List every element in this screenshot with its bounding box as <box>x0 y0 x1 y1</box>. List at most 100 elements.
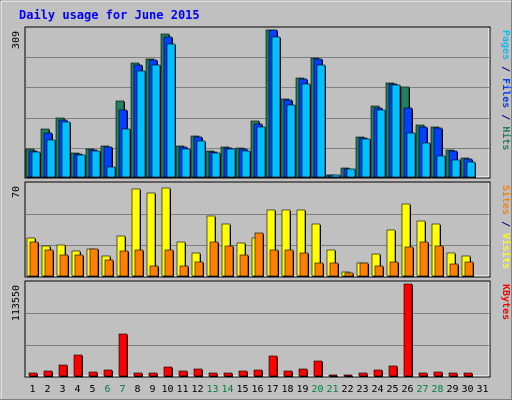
x-tick-label: 12 <box>191 384 203 395</box>
bar-sites-day-7 <box>119 250 129 277</box>
bar-kbytes-day-30 <box>463 372 473 377</box>
y-scale-label: 70 <box>11 186 22 198</box>
bar-sites-day-27 <box>419 241 429 277</box>
bar-pages-day-11 <box>181 148 191 178</box>
bar-pages-day-3 <box>61 121 71 178</box>
x-tick-label: 18 <box>281 384 293 395</box>
y-scale-label: 113550 <box>11 285 22 321</box>
bar-pages-day-22 <box>346 168 356 178</box>
x-tick-label: 16 <box>251 384 263 395</box>
bar-kbytes-day-13 <box>208 372 218 377</box>
bar-pages-day-10 <box>166 43 176 178</box>
bar-pages-day-24 <box>376 109 386 178</box>
bar-pages-day-7 <box>121 128 131 178</box>
bar-pages-day-9 <box>151 64 161 178</box>
bar-pages-day-6 <box>106 166 116 178</box>
legend-part: / <box>500 215 511 233</box>
bar-kbytes-day-12 <box>193 368 203 377</box>
x-tick-label: 19 <box>296 384 308 395</box>
series-legend: Sites / Visits <box>500 185 512 269</box>
x-tick-label: 26 <box>401 384 413 395</box>
bar-kbytes-day-8 <box>133 372 143 377</box>
chart-title: Daily usage for June 2015 <box>19 8 200 22</box>
bar-visits-day-9 <box>146 192 156 277</box>
bar-kbytes-day-9 <box>148 372 158 377</box>
bar-kbytes-day-4 <box>73 354 83 377</box>
bar-sites-day-8 <box>134 249 144 277</box>
bar-pages-day-18 <box>286 104 296 178</box>
x-tick-label: 4 <box>74 384 80 395</box>
bar-sites-day-11 <box>179 265 189 277</box>
bar-pages-day-5 <box>91 150 101 178</box>
bar-sites-day-1 <box>29 241 39 277</box>
bar-pages-day-16 <box>256 126 266 178</box>
x-tick-label: 9 <box>149 384 155 395</box>
bar-pages-day-21 <box>331 174 341 178</box>
bar-kbytes-day-7 <box>118 333 128 377</box>
x-tick-label: 8 <box>134 384 140 395</box>
bar-sites-day-29 <box>449 263 459 277</box>
x-tick-label: 14 <box>221 384 233 395</box>
bar-sites-day-18 <box>284 249 294 277</box>
x-tick-label: 7 <box>119 384 125 395</box>
legend-part: Files <box>500 78 512 108</box>
bar-kbytes-day-6 <box>103 369 113 377</box>
legend-part: Visits <box>500 233 512 269</box>
x-tick-label: 6 <box>104 384 110 395</box>
bar-kbytes-day-27 <box>418 372 428 377</box>
bar-pages-day-19 <box>301 83 311 178</box>
bar-kbytes-day-3 <box>58 364 68 377</box>
x-tick-label: 2 <box>44 384 50 395</box>
bar-shadow <box>345 376 353 377</box>
bar-sites-day-15 <box>239 254 249 277</box>
bar-kbytes-day-2 <box>43 370 53 377</box>
bar-pages-day-23 <box>361 138 371 178</box>
bar-sites-day-9 <box>149 265 159 277</box>
series-legend: Pages / Files / Hits <box>500 30 512 150</box>
x-tick-label: 29 <box>446 384 458 395</box>
x-tick-label: 21 <box>326 384 338 395</box>
bar-sites-day-16 <box>254 232 264 277</box>
bar-kbytes-day-10 <box>163 366 173 377</box>
bar-kbytes-day-21 <box>328 374 338 377</box>
bar-kbytes-day-5 <box>88 371 98 377</box>
bar-sites-day-22 <box>344 272 354 277</box>
x-tick-label: 1 <box>29 384 35 395</box>
bar-sites-day-3 <box>59 254 69 277</box>
x-tick-label: 11 <box>176 384 188 395</box>
legend-part: KBytes <box>500 284 511 320</box>
bar-kbytes-day-20 <box>313 360 323 377</box>
bar-sites-day-24 <box>374 265 384 277</box>
bar-pages-day-12 <box>196 140 206 178</box>
bar-kbytes-day-15 <box>238 370 248 377</box>
x-tick-label: 15 <box>236 384 248 395</box>
bar-sites-day-25 <box>389 261 399 277</box>
y-scale-label: 309 <box>11 31 22 49</box>
bar-pages-day-26 <box>406 132 416 178</box>
x-tick-label: 23 <box>356 384 368 395</box>
bar-pages-day-28 <box>436 155 446 178</box>
bar-sites-day-26 <box>404 246 414 277</box>
legend-part: / <box>500 108 511 126</box>
bar-kbytes-day-16 <box>253 369 263 377</box>
bar-pages-day-15 <box>241 150 251 178</box>
bar-sites-day-17 <box>269 249 279 277</box>
bar-sites-day-23 <box>359 262 369 277</box>
bar-pages-day-1 <box>31 151 41 178</box>
series-legend: KBytes <box>500 284 511 320</box>
x-tick-label: 3 <box>59 384 65 395</box>
bar-kbytes-day-25 <box>388 365 398 377</box>
bar-pages-day-29 <box>451 159 461 178</box>
bar-kbytes-day-28 <box>433 371 443 377</box>
bar-kbytes-day-26 <box>403 283 413 377</box>
x-tick-label: 24 <box>371 384 383 395</box>
bar-kbytes-day-19 <box>298 368 308 377</box>
bar-kbytes-day-23 <box>358 372 368 377</box>
bar-kbytes-day-22 <box>343 374 353 377</box>
bar-sites-day-2 <box>44 249 54 277</box>
legend-part: Sites <box>500 185 512 215</box>
legend-part: Hits <box>500 126 512 150</box>
x-tick-label: 27 <box>416 384 428 395</box>
